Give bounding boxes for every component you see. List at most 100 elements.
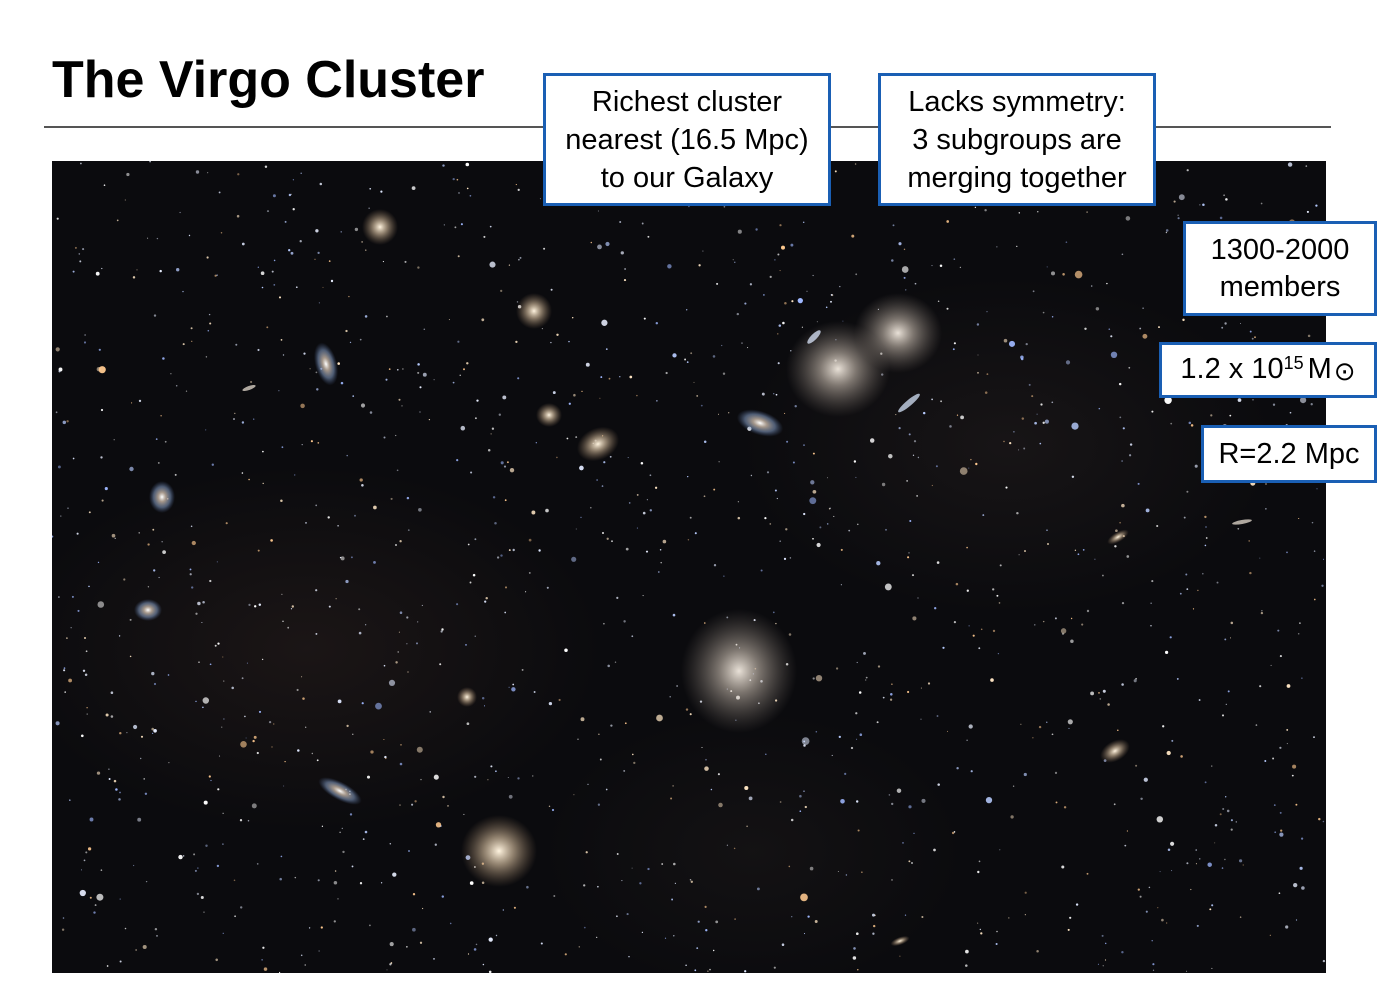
star bbox=[959, 467, 968, 475]
star bbox=[578, 946, 581, 948]
galaxy-spiral-right bbox=[1100, 739, 1130, 763]
star bbox=[449, 922, 452, 925]
star bbox=[129, 655, 132, 658]
star bbox=[1115, 529, 1118, 533]
star bbox=[844, 772, 847, 776]
star bbox=[741, 342, 743, 344]
star bbox=[606, 537, 609, 540]
star bbox=[1008, 917, 1010, 919]
star bbox=[890, 693, 893, 696]
star bbox=[690, 352, 693, 355]
star bbox=[891, 259, 894, 262]
star bbox=[996, 930, 998, 933]
star bbox=[159, 269, 162, 273]
star bbox=[358, 631, 362, 635]
callout-richest-line-2: nearest (16.5 Mpc) bbox=[565, 123, 809, 156]
star bbox=[315, 229, 319, 233]
star bbox=[407, 529, 410, 531]
star bbox=[423, 328, 426, 331]
star bbox=[600, 376, 603, 379]
star bbox=[500, 289, 503, 293]
star bbox=[826, 523, 829, 525]
star bbox=[399, 804, 401, 806]
star bbox=[262, 946, 265, 949]
callout-symmetry-line-3: merging together bbox=[907, 161, 1127, 194]
star bbox=[256, 863, 259, 865]
star bbox=[839, 285, 841, 288]
star bbox=[783, 557, 787, 561]
star bbox=[1110, 335, 1113, 338]
star bbox=[737, 229, 742, 234]
star bbox=[465, 644, 467, 646]
star bbox=[597, 885, 599, 888]
star bbox=[909, 519, 912, 523]
star bbox=[781, 943, 785, 946]
star bbox=[439, 663, 442, 666]
star bbox=[1086, 211, 1088, 213]
star bbox=[79, 260, 82, 263]
star bbox=[1186, 588, 1189, 590]
star bbox=[1307, 334, 1311, 338]
star bbox=[1182, 318, 1185, 322]
star bbox=[621, 880, 623, 882]
star bbox=[1295, 803, 1298, 806]
star bbox=[380, 882, 383, 884]
star bbox=[66, 420, 69, 423]
star bbox=[1024, 914, 1026, 916]
star bbox=[189, 568, 192, 571]
star bbox=[1216, 581, 1219, 584]
star bbox=[733, 847, 736, 850]
star bbox=[118, 635, 121, 637]
star bbox=[1046, 721, 1048, 723]
star bbox=[417, 371, 420, 374]
star bbox=[965, 964, 968, 967]
star bbox=[655, 321, 659, 325]
star bbox=[58, 596, 60, 598]
star bbox=[869, 438, 875, 443]
star bbox=[257, 266, 259, 268]
star bbox=[303, 352, 306, 355]
star bbox=[705, 758, 707, 761]
star bbox=[361, 702, 364, 705]
star bbox=[508, 794, 513, 799]
star bbox=[271, 270, 274, 273]
star bbox=[316, 759, 319, 762]
star bbox=[247, 819, 250, 822]
star bbox=[263, 967, 268, 971]
star bbox=[539, 198, 541, 200]
star bbox=[1067, 719, 1073, 725]
star bbox=[709, 968, 711, 971]
star bbox=[390, 497, 393, 500]
star bbox=[370, 750, 374, 754]
star bbox=[152, 528, 155, 531]
star bbox=[662, 539, 667, 544]
star bbox=[888, 794, 891, 796]
star bbox=[1121, 253, 1124, 256]
star bbox=[1050, 271, 1056, 276]
star bbox=[968, 724, 973, 729]
star bbox=[1102, 965, 1104, 967]
star bbox=[558, 698, 561, 702]
star bbox=[1186, 970, 1188, 972]
star bbox=[901, 266, 909, 273]
star bbox=[624, 722, 627, 725]
star bbox=[970, 770, 973, 773]
star bbox=[616, 915, 618, 918]
star bbox=[1101, 574, 1104, 577]
star bbox=[710, 788, 713, 791]
star bbox=[1230, 621, 1234, 625]
star bbox=[814, 920, 818, 923]
star bbox=[803, 790, 805, 793]
star bbox=[937, 300, 940, 303]
star bbox=[952, 348, 955, 351]
star bbox=[891, 802, 894, 806]
star bbox=[339, 831, 341, 834]
star bbox=[799, 794, 802, 798]
star bbox=[911, 574, 915, 577]
star bbox=[1034, 624, 1036, 626]
star bbox=[718, 802, 723, 808]
star bbox=[158, 576, 160, 579]
star bbox=[1171, 870, 1173, 872]
star bbox=[966, 589, 969, 592]
star bbox=[937, 783, 940, 786]
